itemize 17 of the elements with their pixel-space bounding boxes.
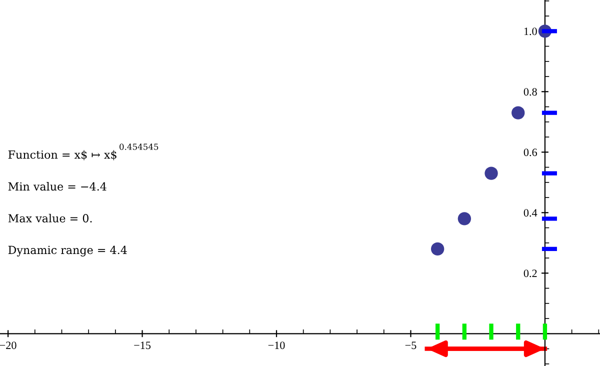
annotation: Max value = 0. [8, 214, 92, 222]
point [484, 166, 498, 180]
x-tick-label: −10 [268, 342, 285, 350]
x-tick-label: −5 [405, 342, 416, 350]
y-tick-label: 0.2 [524, 270, 537, 278]
y-tick-label: 0.4 [524, 209, 538, 217]
annotation: Dynamic range = 4.4 [8, 246, 127, 256]
point [430, 242, 444, 256]
annotation: Min value = −4.4 [8, 182, 106, 191]
y-tick-label: 0.6 [524, 148, 537, 156]
annotation: Function = x$ ↦ x$0.454545 [8, 144, 158, 160]
point [512, 106, 525, 120]
x-tick-label: −15 [134, 342, 151, 350]
x-tick-label: −20 [0, 342, 16, 350]
y-tick-label: 1.0 [524, 28, 537, 36]
y-tick-label: 0.8 [524, 88, 537, 96]
point [458, 212, 472, 226]
